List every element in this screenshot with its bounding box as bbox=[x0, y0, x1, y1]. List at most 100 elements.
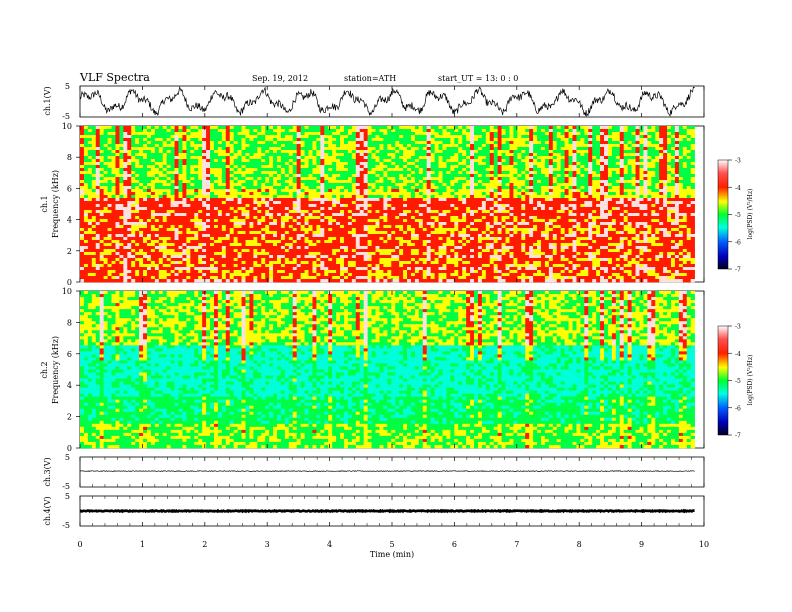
spectrogram-cell bbox=[399, 129, 403, 132]
spectrogram-cell bbox=[115, 159, 119, 162]
spectrogram-cell bbox=[301, 153, 305, 156]
spectrogram-cell bbox=[399, 192, 403, 195]
spectrogram-cell bbox=[549, 210, 553, 213]
spectrogram-cell bbox=[442, 165, 446, 168]
spectrogram-cell bbox=[273, 141, 277, 144]
spectrogram-cell bbox=[683, 162, 687, 165]
spectrogram-cell bbox=[659, 174, 663, 177]
spectrogram-cell bbox=[383, 159, 387, 162]
spectrogram-cell bbox=[167, 156, 171, 159]
spectrogram-cell bbox=[92, 153, 96, 156]
spectrogram-cell bbox=[651, 126, 655, 129]
spectrogram-cell bbox=[423, 126, 427, 129]
spectrogram-cell bbox=[155, 219, 159, 222]
spectrogram-cell bbox=[186, 180, 190, 183]
spectrogram-cell bbox=[222, 144, 226, 147]
spectrogram-cell bbox=[659, 213, 663, 216]
spectrogram-cell bbox=[175, 159, 179, 162]
spectrogram-cell bbox=[383, 186, 387, 189]
spectrogram-cell bbox=[218, 174, 222, 177]
spectrogram-cell bbox=[525, 126, 529, 129]
spectrogram-cell bbox=[391, 171, 395, 174]
spectrogram-cell bbox=[108, 174, 112, 177]
spectrogram-cell bbox=[387, 198, 391, 201]
spectrogram-cell bbox=[549, 168, 553, 171]
spectrogram-cell bbox=[175, 132, 179, 135]
spectrogram-cell bbox=[249, 150, 253, 153]
spectrogram-cell bbox=[431, 174, 435, 177]
spectrogram-cell bbox=[249, 207, 253, 210]
spectrogram-cell bbox=[190, 141, 194, 144]
spectrogram-cell bbox=[360, 147, 364, 150]
spectrogram-cell bbox=[328, 189, 332, 192]
spectrogram-cell bbox=[616, 138, 620, 141]
spectrogram-cell bbox=[541, 171, 545, 174]
spectrogram-cell bbox=[620, 180, 624, 183]
spectrogram-cell bbox=[324, 180, 328, 183]
spectrogram-cell bbox=[376, 180, 380, 183]
spectrogram-cell bbox=[462, 174, 466, 177]
spectrogram-cell bbox=[92, 144, 96, 147]
spectrogram-cell bbox=[580, 150, 584, 153]
spectrogram-cell bbox=[474, 147, 478, 150]
spectrogram-cell bbox=[647, 150, 651, 153]
spectrogram-cell bbox=[588, 159, 592, 162]
spectrogram-cell bbox=[458, 150, 462, 153]
spectrogram-cell bbox=[115, 138, 119, 141]
spectrogram-cell bbox=[541, 165, 545, 168]
spectrogram-cell bbox=[328, 177, 332, 180]
spectrogram-cell bbox=[159, 204, 163, 207]
spectrogram-cell bbox=[545, 132, 549, 135]
spectrogram-cell bbox=[458, 177, 462, 180]
spectrogram-cell bbox=[206, 204, 210, 207]
spectrogram-cell bbox=[403, 135, 407, 138]
spectrogram-cell bbox=[379, 135, 383, 138]
spectrogram-cell bbox=[222, 174, 226, 177]
spectrogram-cell bbox=[206, 183, 210, 186]
spectrogram-cell bbox=[167, 165, 171, 168]
spectrogram-cell bbox=[214, 186, 218, 189]
spectrogram-cell bbox=[305, 129, 309, 132]
spectrogram-cell bbox=[273, 135, 277, 138]
spectrogram-cell bbox=[182, 210, 186, 213]
spectrogram-cell bbox=[234, 132, 238, 135]
spectrogram-cell bbox=[238, 126, 242, 129]
spectrogram-cell bbox=[344, 183, 348, 186]
spectrogram-cell bbox=[376, 186, 380, 189]
spectrogram-cell bbox=[285, 180, 289, 183]
spectrogram-cell bbox=[553, 198, 557, 201]
spectrogram-cell bbox=[663, 180, 667, 183]
spectrogram-cell bbox=[537, 210, 541, 213]
spectrogram-cell bbox=[565, 126, 569, 129]
spectrogram-cell bbox=[364, 213, 368, 216]
spectrogram-cell bbox=[454, 129, 458, 132]
spectrogram-cell bbox=[360, 183, 364, 186]
spectrogram-cell bbox=[675, 177, 679, 180]
spectrogram-cell bbox=[190, 207, 194, 210]
spectrogram-cell bbox=[202, 159, 206, 162]
spectrogram-cell bbox=[139, 171, 143, 174]
spectrogram-cell bbox=[155, 156, 159, 159]
spectrogram-cell bbox=[521, 168, 525, 171]
spectrogram-cell bbox=[588, 171, 592, 174]
spectrogram-cell bbox=[316, 165, 320, 168]
spectrogram-cell bbox=[320, 168, 324, 171]
spectrogram-cell bbox=[529, 216, 533, 219]
spectrogram-cell bbox=[194, 195, 198, 198]
spectrogram-cell bbox=[226, 189, 230, 192]
spectrogram-cell bbox=[691, 126, 695, 129]
spectrogram-cell bbox=[435, 207, 439, 210]
spectrogram-cell bbox=[454, 132, 458, 135]
spectrogram-cell bbox=[348, 171, 352, 174]
spectrogram-cell bbox=[352, 168, 356, 171]
spectrogram-cell bbox=[624, 216, 628, 219]
spectrogram-cell bbox=[143, 156, 147, 159]
spectrogram-cell bbox=[147, 159, 151, 162]
spectrogram-cell bbox=[691, 201, 695, 204]
spectrogram-cell bbox=[667, 135, 671, 138]
spectrogram-cell bbox=[502, 180, 506, 183]
spectrogram-cell bbox=[159, 126, 163, 129]
spectrogram-cell bbox=[214, 198, 218, 201]
spectrogram-cell bbox=[537, 126, 541, 129]
spectrogram-cell bbox=[155, 201, 159, 204]
